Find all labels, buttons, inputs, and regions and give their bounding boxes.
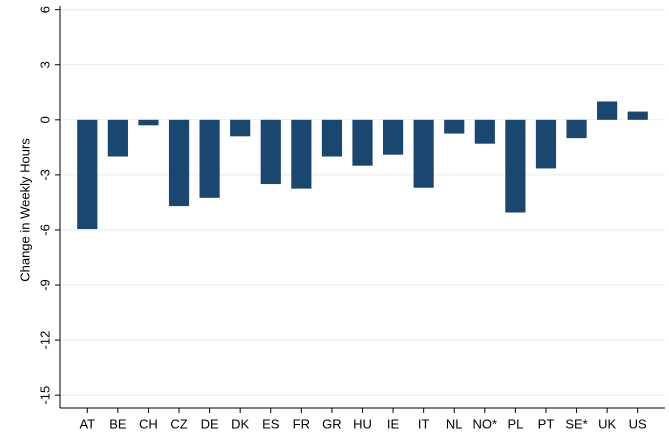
bar xyxy=(168,119,190,207)
bar xyxy=(230,119,251,137)
bar xyxy=(107,119,128,157)
y-tick-label: -9 xyxy=(37,279,52,291)
y-tick-label: -3 xyxy=(37,169,52,181)
x-tick-label: SE* xyxy=(565,416,587,431)
bar xyxy=(291,119,312,189)
x-tick-label: PL xyxy=(507,416,523,431)
bar xyxy=(566,119,587,139)
x-tick-label: GR xyxy=(322,416,342,431)
x-tick-label: HU xyxy=(353,416,372,431)
bar xyxy=(321,119,343,157)
x-tick-label: IE xyxy=(387,416,400,431)
bar xyxy=(413,119,434,188)
bar xyxy=(352,119,373,166)
bar xyxy=(597,101,618,120)
x-tick-label: UK xyxy=(598,416,616,431)
bar xyxy=(138,119,159,126)
bar xyxy=(535,119,557,169)
y-tick-label: 3 xyxy=(37,61,52,68)
x-tick-label: CH xyxy=(139,416,158,431)
bar xyxy=(382,119,404,155)
y-tick-label: -12 xyxy=(37,331,52,350)
bar xyxy=(627,111,648,120)
bar xyxy=(199,119,220,198)
y-tick-label: 0 xyxy=(37,116,52,123)
bar xyxy=(77,119,98,230)
x-tick-label: AT xyxy=(79,416,95,431)
y-axis-label: Change in Weekly Hours xyxy=(17,138,32,282)
x-tick-label: DK xyxy=(231,416,249,431)
x-tick-label: ES xyxy=(262,416,280,431)
x-tick-label: NL xyxy=(446,416,463,431)
x-tick-label: US xyxy=(629,416,647,431)
bar xyxy=(474,119,495,144)
bar xyxy=(505,119,526,213)
x-tick-label: IT xyxy=(418,416,430,431)
x-tick-label: CZ xyxy=(170,416,187,431)
bar xyxy=(260,119,281,185)
y-tick-label: -15 xyxy=(37,386,52,405)
x-tick-label: PT xyxy=(538,416,555,431)
x-tick-label: NO* xyxy=(473,416,498,431)
x-tick-label: DE xyxy=(201,416,219,431)
x-tick-label: FR xyxy=(293,416,310,431)
y-tick-label: -6 xyxy=(37,224,52,236)
bar xyxy=(444,119,465,134)
x-tick-label: BE xyxy=(109,416,127,431)
y-tick-label: 6 xyxy=(37,6,52,13)
